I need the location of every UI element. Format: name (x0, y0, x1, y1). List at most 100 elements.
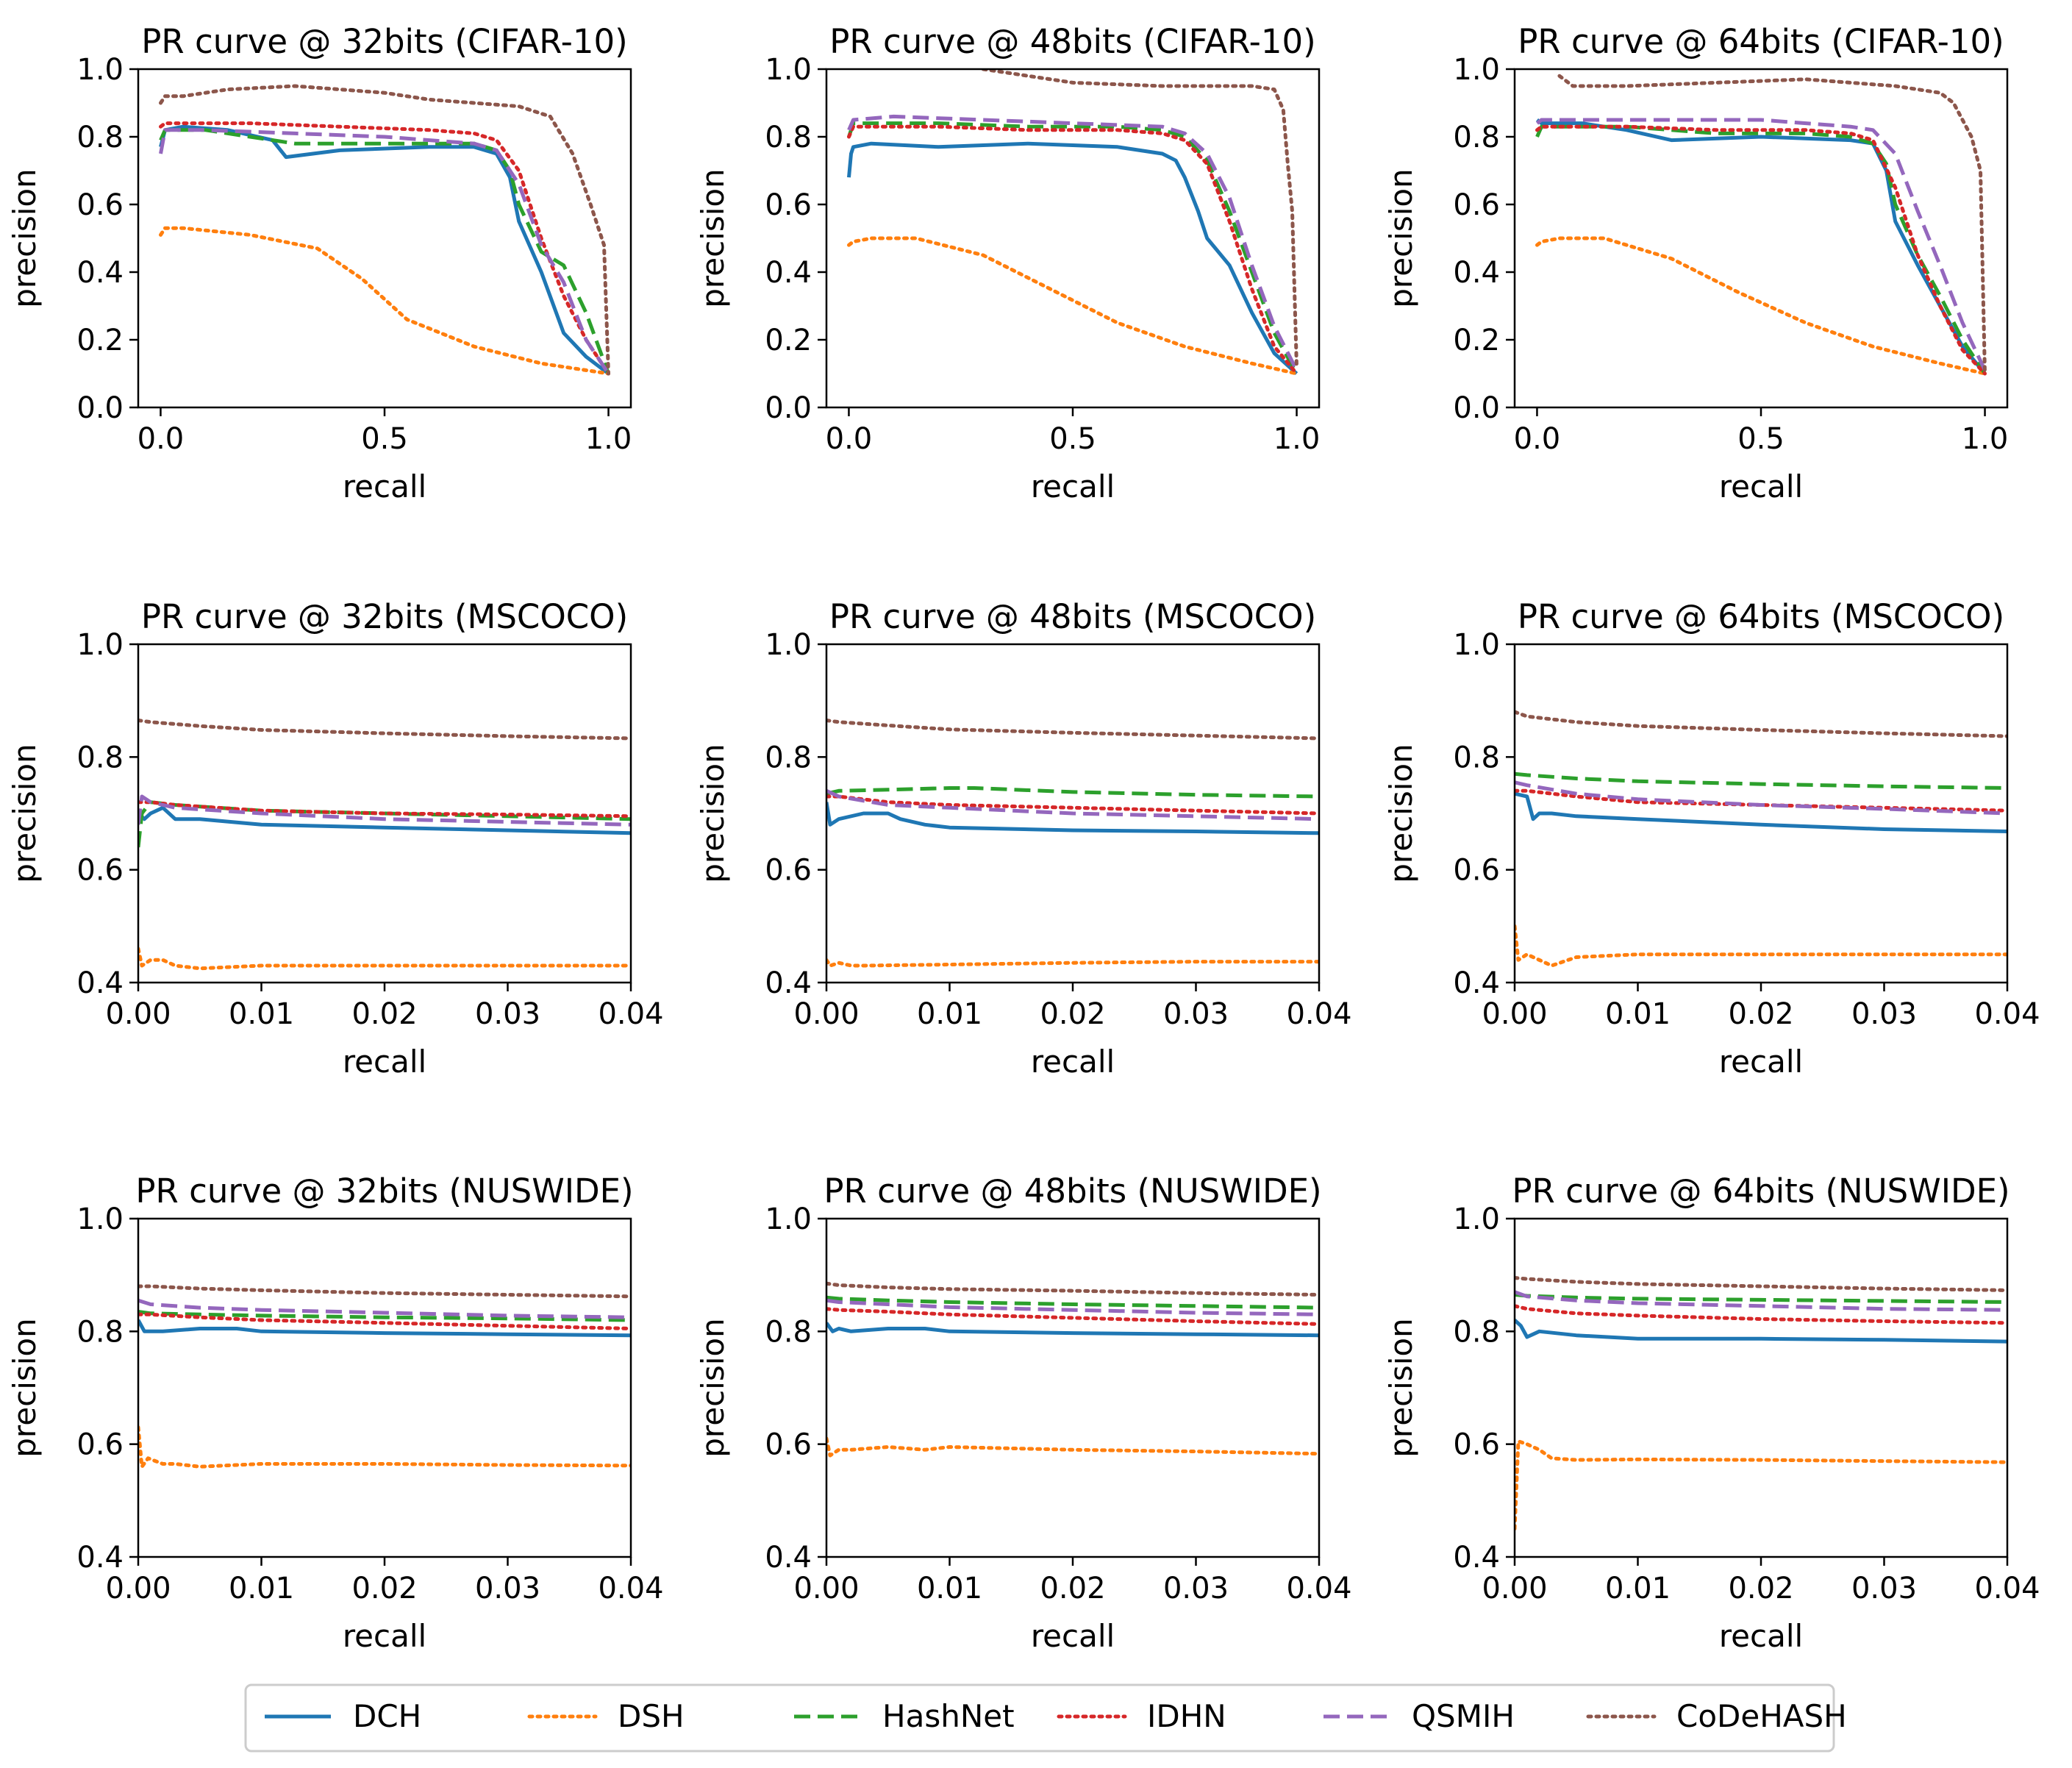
series-line-dsh (826, 958, 1319, 968)
x-axis-label: recall (1031, 468, 1115, 505)
series-line-dch (847, 141, 1298, 375)
y-tick-label: 1.0 (765, 53, 812, 87)
y-tick-label: 0.4 (76, 256, 124, 290)
chart-panel-1: PR curve @ 32bits (CIFAR-10) 0.0 0.5 1.0 0.0… (7, 22, 632, 505)
y-tick-label: 0.6 (76, 1428, 124, 1462)
y-tick-label: 0.8 (1453, 1315, 1500, 1349)
series-line-idhn (1515, 1304, 2007, 1325)
y-tick-label: 0.6 (765, 1428, 812, 1462)
y-tick-label: 0.6 (765, 854, 812, 888)
series-line-hashnet (1515, 771, 2007, 790)
x-tick-label: 0.0 (1514, 422, 1561, 456)
series-line-idhn (159, 121, 610, 376)
x-tick-label: 0.5 (361, 422, 408, 456)
series-line-codehash (826, 1281, 1319, 1297)
series-line-qsmih (138, 794, 631, 827)
y-tick-label: 1.0 (76, 1202, 124, 1236)
x-tick-label: 0.02 (1040, 1572, 1105, 1605)
y-tick-label: 0.6 (1453, 1428, 1500, 1462)
series-line-dch (1535, 118, 1987, 375)
plot-frame (1513, 1217, 2009, 1558)
chart-title: PR curve @ 32bits (NUSWIDE) (135, 1172, 633, 1211)
series-line-codehash (159, 84, 610, 376)
x-axis-label: recall (1719, 1618, 1803, 1654)
x-tick-label: 0.03 (1851, 1572, 1917, 1605)
x-tick-label: 0.01 (917, 997, 982, 1031)
chart-title: PR curve @ 48bits (CIFAR-10) (829, 22, 1315, 61)
x-tick-label: 0.03 (1851, 997, 1917, 1031)
series-line-hashnet (847, 121, 1298, 375)
y-tick-label: 0.2 (76, 324, 124, 357)
series-line-codehash (138, 1284, 631, 1299)
series-group (847, 69, 1298, 376)
y-tick-label: 0.8 (765, 121, 812, 154)
series-line-idhn (826, 1307, 1319, 1326)
series-line-dsh (138, 947, 631, 971)
x-tick-label: 0.5 (1049, 422, 1096, 456)
series-line-dsh (159, 226, 610, 376)
x-tick-label: 1.0 (1273, 422, 1321, 456)
series-line-qsmih (847, 114, 1298, 371)
series-line-dsh (847, 236, 1298, 376)
y-tick-label: 0.4 (765, 1541, 812, 1575)
chart-panel-3: PR curve @ 64bits (CIFAR-10) 0.0 0.5 1.0 0.0… (1383, 22, 2008, 505)
series-line-codehash (1557, 74, 1987, 376)
x-tick-label: 0.02 (1728, 1572, 1793, 1605)
series-group (1535, 74, 1987, 376)
x-tick-label: 0.01 (1605, 1572, 1671, 1605)
series-line-codehash (981, 69, 1298, 369)
legend-label-idhn: IDHN (1147, 1698, 1226, 1734)
y-tick-label: 1.0 (1453, 628, 1500, 662)
y-tick-label: 0.8 (1453, 741, 1500, 774)
y-tick-label: 0.4 (1453, 1541, 1500, 1575)
x-tick-label: 0.00 (793, 1572, 859, 1605)
chart-title: PR curve @ 64bits (NUSWIDE) (1512, 1172, 2010, 1211)
series-group (138, 719, 631, 971)
x-tick-label: 0.00 (105, 997, 171, 1031)
x-tick-label: 0.01 (229, 1572, 294, 1605)
y-tick-label: 0.6 (76, 188, 124, 222)
series-line-qsmih (1535, 118, 1987, 371)
x-axis-label: recall (343, 1618, 426, 1654)
x-tick-label: 0.00 (1482, 997, 1547, 1031)
series-line-codehash (826, 719, 1319, 741)
series-line-qsmih (826, 789, 1319, 821)
x-tick-label: 0.5 (1737, 422, 1785, 456)
y-axis-label: precision (7, 1318, 43, 1457)
y-tick-label: 0.4 (76, 966, 124, 1000)
y-tick-label: 0.2 (765, 324, 812, 357)
plot-frame (137, 1217, 632, 1558)
series-line-dch (138, 805, 631, 835)
plot-frame (1513, 643, 2009, 984)
chart-panel-5: PR curve @ 48bits (MSCOCO) 0.00 0.01 0.02 0.… (695, 597, 1352, 1080)
plot-frame (137, 68, 632, 409)
y-axis-label: precision (1383, 168, 1419, 307)
series-line-idhn (847, 124, 1298, 376)
y-tick-label: 1.0 (1453, 53, 1500, 87)
series-line-qsmih (159, 128, 610, 375)
x-tick-label: 0.01 (1605, 997, 1671, 1031)
chart-panel-6: PR curve @ 64bits (MSCOCO) 0.00 0.01 0.02 0.… (1383, 597, 2040, 1080)
series-line-dch (1515, 791, 2007, 833)
legend-label-dch: DCH (353, 1698, 421, 1734)
x-tick-label: 1.0 (1962, 422, 2009, 456)
y-tick-label: 1.0 (76, 53, 124, 87)
x-axis-label: recall (343, 1044, 426, 1080)
x-axis-label: recall (1031, 1618, 1115, 1654)
x-tick-label: 0.04 (1974, 997, 2040, 1031)
y-tick-label: 1.0 (765, 1202, 812, 1236)
y-axis-label: precision (695, 1318, 731, 1457)
series-line-codehash (1515, 1276, 2007, 1292)
series-line-dch (138, 1319, 631, 1338)
x-tick-label: 0.00 (1482, 1572, 1547, 1605)
y-tick-label: 0.4 (1453, 966, 1500, 1000)
series-line-idhn (138, 1312, 631, 1330)
series-group (1515, 1276, 2007, 1531)
x-tick-label: 0.03 (1163, 997, 1229, 1031)
series-line-dch (1515, 1319, 2007, 1344)
y-tick-label: 1.0 (1453, 1202, 1500, 1236)
chart-panel-2: PR curve @ 48bits (CIFAR-10) 0.0 0.5 1.0 0.0… (695, 22, 1320, 505)
y-tick-label: 0.4 (76, 1541, 124, 1575)
series-group (159, 84, 610, 376)
y-axis-label: precision (7, 744, 43, 883)
